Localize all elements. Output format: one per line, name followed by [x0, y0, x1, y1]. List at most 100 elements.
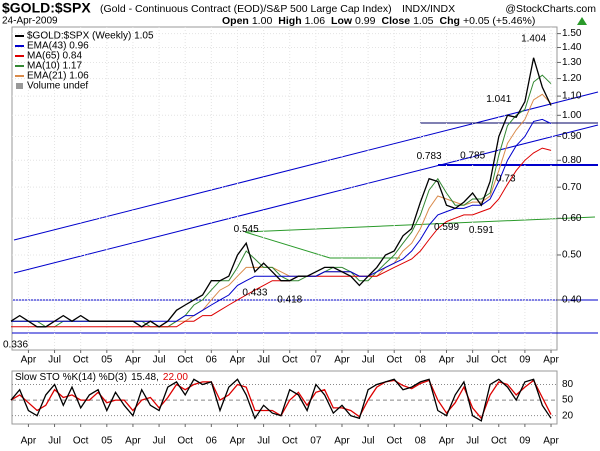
y-tick-label: 1.20 — [562, 73, 582, 84]
x-tick-label: 07 — [310, 436, 322, 447]
x-tick-label: Jul — [466, 355, 479, 366]
x-tick-label: Oct — [73, 355, 89, 366]
x-tick-label: 09 — [519, 436, 531, 447]
chart-title: $GOLD:$SPX — [2, 0, 91, 16]
y-tick-label: 0.80 — [562, 155, 582, 166]
y-tick-label: 1.30 — [562, 57, 582, 68]
x-tick-label: Jul — [153, 436, 166, 447]
quote-value: 1.00 — [252, 15, 273, 27]
x-tick-label: Apr — [230, 436, 246, 447]
plot-frame — [11, 26, 558, 351]
chart-subtitle: (Gold - Continuous Contract (EOD)/S&P 50… — [100, 3, 392, 15]
annotation: 0.591 — [469, 225, 494, 236]
legend-label: MA(65) 0.84 — [27, 51, 82, 62]
x-tick-label: 05 — [101, 436, 113, 447]
x-tick-label: Oct — [386, 355, 402, 366]
x-tick-label: Apr — [334, 355, 350, 366]
y-tick-label: 0.50 — [562, 250, 582, 261]
x-tick-label: Oct — [491, 436, 507, 447]
x-tick-label: Oct — [491, 355, 507, 366]
y-tick-label: 1.00 — [562, 110, 582, 121]
annotation: 0.418 — [277, 295, 302, 306]
indicator-value: 15.48, — [131, 372, 159, 383]
x-tick-label: Jul — [48, 355, 61, 366]
quote-label: Open — [222, 15, 249, 27]
annotation: 0.336 — [3, 340, 28, 351]
quote-label: Low — [331, 15, 353, 27]
y-tick-label: 1.40 — [562, 42, 582, 53]
x-tick-label: Oct — [177, 355, 193, 366]
annotation: 0.545 — [234, 224, 259, 235]
x-tick-label: Oct — [386, 436, 402, 447]
y-tick-label: 1.50 — [562, 28, 582, 39]
x-tick-label: Apr — [334, 436, 350, 447]
indicator-title: Slow STO %K(14) %D(3) 15.48, 22.00 — [15, 372, 188, 383]
trend-lines — [12, 91, 599, 334]
date: 24-Apr-2009 — [2, 16, 58, 27]
x-tick-label: Apr — [439, 355, 455, 366]
legend-label: EMA(43) 0.96 — [27, 41, 89, 52]
legend-label: EMA(21) 1.06 — [27, 71, 89, 82]
indicator-name: Slow STO %K(14) %D(3) — [15, 372, 127, 383]
annotation: 0.785 — [460, 151, 485, 162]
neckline — [244, 216, 596, 233]
quote-value: +0.05 (+5.46%) — [463, 15, 535, 27]
x-tick-label: Apr — [21, 436, 37, 447]
legend-label: MA(10) 1.17 — [27, 61, 82, 72]
quote-value: 1.06 — [305, 15, 326, 27]
series-line — [10, 378, 552, 422]
x-tick-label: Oct — [282, 436, 298, 447]
x-tick-label: Apr — [439, 436, 455, 447]
x-tick-label: Jul — [362, 355, 375, 366]
exchange: INDX/INDX — [402, 3, 455, 15]
annotation: 1.404 — [521, 34, 546, 45]
quote: Open 1.00 High 1.06 Low 0.99 Close 1.05 Chg +0.05… — [222, 15, 535, 27]
up-arrow — [577, 17, 587, 25]
source: @StockCharts.com — [505, 3, 596, 15]
x-tick-label: 05 — [101, 355, 113, 366]
y-tick-label: 0.60 — [562, 213, 582, 224]
x-tick-label: 08 — [415, 436, 427, 447]
annotation: 0.73 — [496, 173, 516, 184]
annotation: 0.783 — [417, 151, 442, 162]
legend-label: Volume undef — [27, 81, 88, 92]
annotation: 0.599 — [434, 222, 459, 233]
legend-label: $GOLD:$SPX (Weekly) 1.05 — [27, 31, 154, 42]
quote-label: High — [278, 15, 301, 27]
x-tick-label: Oct — [73, 436, 89, 447]
x-tick-label: Oct — [282, 355, 298, 366]
quote-label: Chg — [440, 15, 460, 27]
x-tick-label: Jul — [362, 436, 375, 447]
x-tick-label: Apr — [543, 355, 559, 366]
quote-value: 0.99 — [355, 15, 376, 27]
y-tick-label: 20 — [562, 410, 574, 421]
x-tick-label: 07 — [310, 355, 322, 366]
y-tick-label: 1.10 — [562, 91, 582, 102]
indicator-frame — [11, 370, 558, 425]
x-tick-label: Jul — [257, 436, 270, 447]
legend-swatch — [16, 83, 23, 89]
y-tick-label: 0.40 — [562, 295, 582, 306]
x-tick-label: 09 — [519, 355, 531, 366]
y-tick-label: 80 — [562, 379, 574, 390]
annotation: 0.433 — [242, 288, 267, 299]
indicator-value: 22.00 — [163, 372, 188, 383]
y-tick-label: 0.90 — [562, 131, 582, 142]
x-tick-label: Jul — [257, 355, 270, 366]
x-tick-label: Apr — [125, 355, 141, 366]
x-tick-label: Jul — [466, 436, 479, 447]
x-tick-label: Jul — [153, 355, 166, 366]
x-tick-label: Apr — [125, 436, 141, 447]
pattern-line — [244, 231, 331, 259]
channel-line — [13, 91, 599, 241]
x-tick-label: Apr — [21, 355, 37, 366]
x-tick-label: 06 — [206, 355, 218, 366]
x-tick-label: Apr — [543, 436, 559, 447]
y-tick-label: 0.70 — [562, 182, 582, 193]
quote-label: Close — [381, 15, 410, 27]
x-tick-label: Jul — [48, 436, 61, 447]
annotation: 1.041 — [486, 94, 511, 105]
quote-value: 1.05 — [413, 15, 434, 27]
x-tick-label: 08 — [415, 355, 427, 366]
x-tick-label: Oct — [177, 436, 193, 447]
